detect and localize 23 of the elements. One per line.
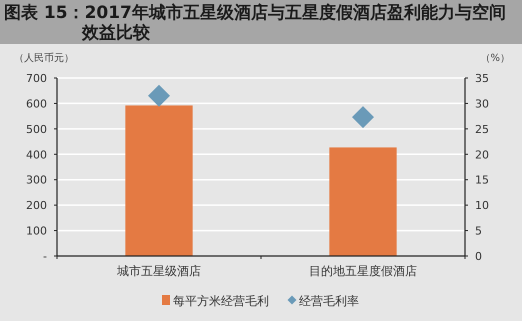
y2-tick-label: 30 [475, 97, 489, 110]
y2-tick-label: 25 [475, 122, 489, 136]
legend-label: 每平方米经营毛利 [173, 294, 269, 308]
y-tick-label: 500 [26, 122, 47, 136]
y-tick-label: 200 [26, 199, 47, 212]
y-tick-label: 700 [26, 72, 47, 85]
y2-tick-label: 10 [475, 199, 489, 212]
y-tick-label: 600 [26, 97, 47, 110]
y-tick-label: - [43, 250, 48, 263]
y2-tick-label: 5 [475, 224, 482, 238]
y2-axis-title: （%） [480, 53, 510, 64]
x-tick-label: 城市五星级酒店 [116, 264, 201, 278]
y-tick-label: 100 [26, 224, 47, 238]
x-tick-label: 目的地五星度假酒店 [309, 264, 417, 278]
y2-tick-label: 15 [475, 174, 489, 187]
y2-tick-label: 0 [475, 250, 482, 263]
chart-title: 图表 15：2017年城市五星级酒店与五星度假酒店盈利能力与空间效益比较 [0, 0, 522, 44]
y-tick-label: 300 [26, 174, 47, 187]
y2-tick-label: 35 [475, 72, 489, 85]
y-axis-title: （人民币元） [14, 52, 74, 64]
legend-label: 经营毛利率 [299, 294, 359, 308]
y2-tick-label: 20 [475, 148, 489, 162]
y-tick-label: 400 [26, 148, 47, 162]
